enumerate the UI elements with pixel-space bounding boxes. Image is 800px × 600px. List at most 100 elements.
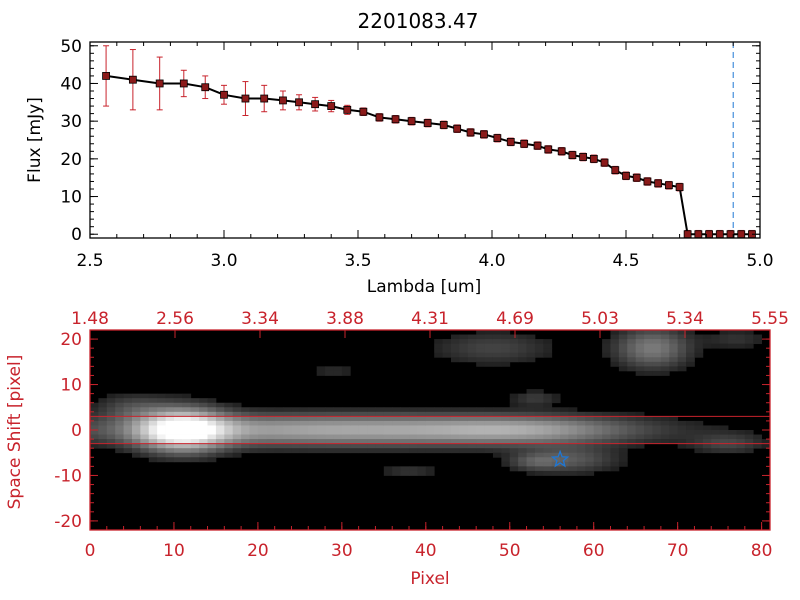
heatmap-cell: [728, 334, 737, 340]
heatmap-cell: [610, 330, 620, 335]
heatmap-cell: [459, 357, 469, 363]
heatmap-cell: [115, 434, 124, 440]
heatmap-cell: [534, 416, 544, 422]
heatmap-cell: [627, 348, 637, 354]
heatmap-cell: [207, 407, 217, 413]
heatmap-cell: [585, 443, 595, 449]
heatmap-cell: [610, 461, 620, 467]
heatmap-cell: [249, 407, 259, 413]
heatmap-cell: [602, 434, 611, 440]
heatmap-cell: [224, 416, 234, 422]
heatmap-cell: [450, 411, 460, 417]
heatmap-cell: [635, 357, 645, 363]
spectrum-y-axis-label: Flux [mJy]: [25, 97, 45, 183]
heatmap-cell: [157, 416, 166, 422]
heatmap-cell: [518, 416, 527, 422]
heatmap-cell: [383, 411, 393, 417]
heatmap-cell: [719, 430, 729, 435]
heatmap-cell: [509, 425, 519, 431]
heatmap-cell: [400, 430, 410, 435]
heatmap-cell: [585, 439, 595, 445]
heatmap-cell: [518, 448, 527, 454]
heatmap-cell: [207, 402, 217, 408]
heatmap-cell: [450, 348, 460, 354]
heatmap-cell: [434, 411, 443, 417]
heatmap-cell: [518, 434, 527, 440]
heatmap-cell: [543, 439, 553, 445]
data-point: [439, 121, 448, 129]
heatmap-cell: [425, 411, 435, 417]
heatmap-cell: [518, 402, 527, 408]
spectrum-x-tick-labels: 2.5 3.0 3.5 4.0 4.5 5.0: [76, 42, 774, 271]
heatmap-cell: [560, 439, 569, 445]
heatmap-cell: [635, 443, 645, 449]
heatmap-cell: [409, 443, 418, 449]
heatmap-cell: [635, 420, 645, 426]
heatmap-cell: [534, 466, 544, 472]
heatmap-cell: [669, 416, 679, 422]
heatmap-cell: [534, 348, 544, 354]
heatmap-cell: [518, 452, 527, 458]
heatmap-cell: [467, 411, 477, 417]
heatmap-cell: [618, 348, 628, 354]
heatmap-cell: [492, 452, 502, 458]
heatmap-cell: [224, 448, 234, 454]
heatmap-cell: [450, 425, 460, 431]
heatmap-cell: [140, 402, 150, 408]
heatmap-cell: [492, 443, 502, 449]
heatmap-cell: [106, 439, 116, 445]
data-point: [260, 94, 269, 103]
heatmap-cell: [568, 411, 578, 417]
heatmap-cell: [459, 448, 469, 454]
heatmap-cell: [610, 420, 620, 426]
heatmap-cell: [442, 420, 452, 426]
heatmap-cell: [131, 448, 141, 454]
heatmap-cell: [744, 343, 754, 349]
heatmap-cell: [308, 411, 318, 417]
heatmap-cell: [526, 420, 536, 426]
image-top-tick-labels: 1.48 2.56 3.34 3.88 4.31 4.69 5.03 5.34 5.55: [71, 309, 789, 338]
heatmap-cell: [509, 466, 519, 472]
data-point: [279, 96, 287, 105]
heatmap-cell: [736, 439, 746, 445]
heatmap-cell: [551, 466, 561, 472]
heatmap-cell: [618, 434, 628, 440]
heatmap-cell: [350, 448, 360, 454]
heatmap-cell: [585, 425, 595, 431]
heatmap-cell: [190, 398, 200, 404]
heatmap-cell: [115, 398, 124, 404]
heatmap-cell: [635, 416, 645, 422]
x-tick-label: 4.5: [612, 251, 639, 271]
heatmap-cell: [350, 425, 360, 431]
heatmap-cell: [467, 416, 477, 422]
heatmap-cell: [736, 334, 746, 340]
heatmap-cell: [165, 457, 175, 463]
heatmap-cell: [492, 434, 502, 440]
heatmap-cell: [106, 398, 116, 404]
heatmap-cell: [182, 448, 192, 454]
heatmap-cell: [173, 452, 183, 458]
heatmap-cell: [450, 334, 460, 340]
heatmap-cell: [333, 448, 343, 454]
heatmap-cell: [467, 352, 477, 358]
heatmap-cell: [635, 370, 645, 376]
heatmap-cell: [627, 420, 637, 426]
heatmap-cell: [123, 416, 133, 422]
heatmap-cell: [450, 443, 460, 449]
heatmap-cell: [148, 439, 158, 445]
heatmap-cell: [383, 430, 393, 435]
heatmap-cell: [501, 434, 511, 440]
heatmap-cell: [652, 439, 662, 445]
heatmap-cell: [467, 425, 477, 431]
heatmap-cell: [501, 352, 511, 358]
heatmap-cell: [602, 443, 611, 449]
heatmap-cell: [660, 420, 670, 426]
heatmap-cell: [123, 448, 133, 454]
heatmap-cell: [635, 361, 645, 367]
heatmap-cell: [652, 361, 662, 367]
heatmap-cell: [199, 407, 208, 413]
heatmap-cell: [257, 439, 267, 445]
heatmap-cell: [694, 339, 704, 345]
heatmap-cell: [383, 466, 393, 472]
x-tick-label: 3.0: [210, 251, 237, 271]
